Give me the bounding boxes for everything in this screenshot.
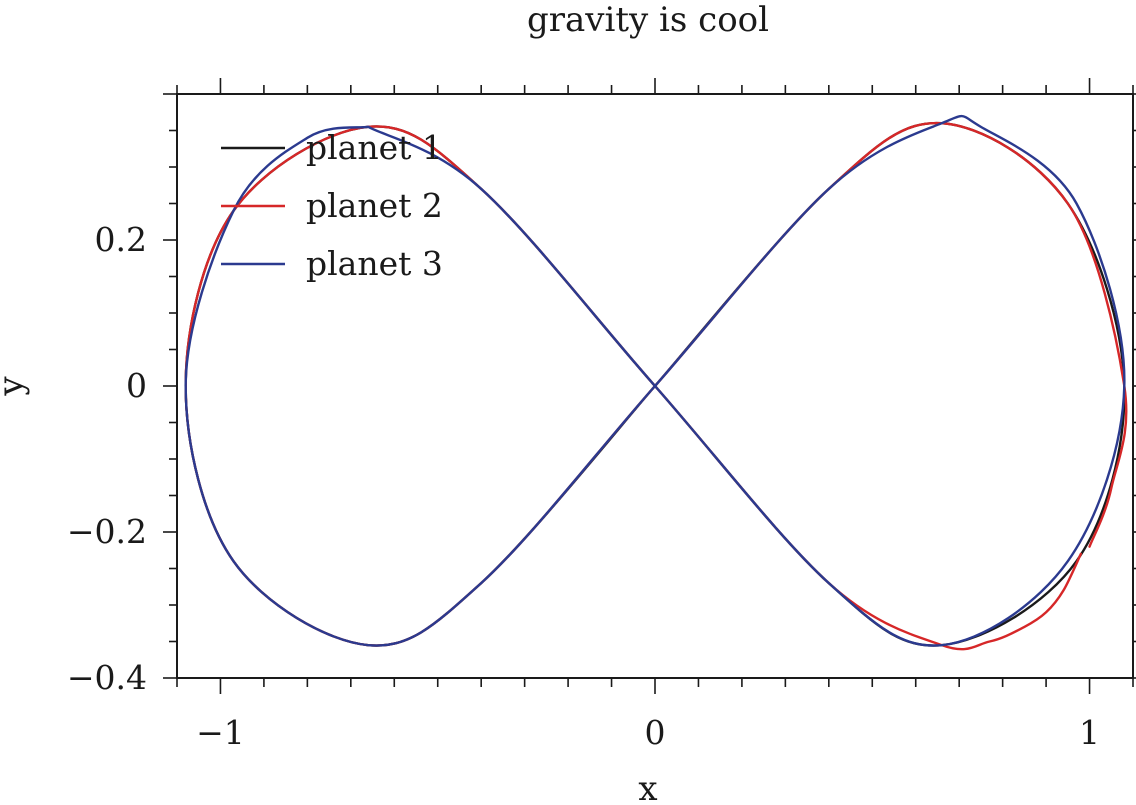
tick-labels: −1 0 1 −0.4 −0.2 0 0.2: [67, 220, 1100, 752]
legend: planet 1 planet 2 planet 3: [221, 128, 443, 283]
y-axis-label: y: [0, 376, 31, 397]
x-tick-label: 1: [1079, 713, 1100, 752]
axis-ticks: [163, 78, 1136, 694]
chart-title: gravity is cool: [527, 0, 769, 40]
legend-label-2: planet 2: [306, 186, 443, 225]
y-tick-label: 0: [126, 366, 147, 405]
plot-curves: [184, 114, 1128, 651]
series-line-3: [184, 114, 1126, 647]
y-tick-label: −0.4: [67, 658, 147, 697]
legend-label-1: planet 1: [306, 128, 443, 167]
y-tick-label: 0.2: [95, 220, 147, 259]
legend-label-3: planet 3: [306, 244, 443, 283]
y-tick-label: −0.2: [67, 512, 147, 551]
x-tick-label: −1: [196, 713, 245, 752]
x-tick-label: 0: [645, 713, 666, 752]
x-axis-label: x: [638, 769, 657, 805]
